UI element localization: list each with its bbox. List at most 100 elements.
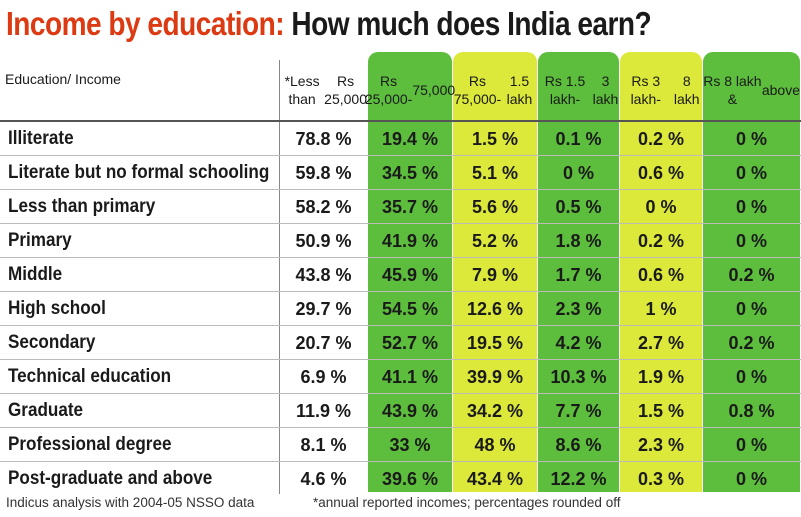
table-cell: 41.1 % — [381, 367, 439, 387]
column-header-line: Rs 3 lakh- — [630, 73, 661, 107]
table-row: High school 29.7 % 54.5 % 12.6 % 2.3 % 1 % 0 % — [0, 292, 801, 326]
table-cell: 7.9 % — [471, 265, 519, 285]
table-cell: 5.1 % — [471, 163, 519, 183]
row-label: Graduate — [8, 400, 84, 421]
table-cell: 19.4 % — [381, 129, 439, 149]
row-separator — [0, 359, 801, 360]
column-header-line: 3 lakh — [592, 73, 619, 107]
table-row: Secondary 20.7 % 52.7 % 19.5 % 4.2 % 2.7 % 0.2… — [0, 326, 801, 360]
column-header-line: 75,000 — [412, 82, 456, 98]
row-separator — [0, 291, 801, 292]
table-cell: 0 % — [735, 469, 768, 489]
table-cell: 0.5 % — [555, 197, 602, 217]
row-separator — [0, 325, 801, 326]
table-cell: 19.5 % — [466, 333, 524, 353]
table-cell: 2.7 % — [637, 333, 685, 353]
table-cell: 0 % — [735, 435, 768, 455]
column-bg-3 — [538, 52, 619, 492]
table-cell: 41.9 % — [381, 231, 439, 251]
table-cell: 39.6 % — [381, 469, 439, 489]
table-cell: 10.3 % — [550, 367, 607, 387]
row-label: High school — [8, 298, 106, 319]
column-header-line: 1.5 lakh — [506, 73, 533, 107]
table-cell: 4.2 % — [555, 333, 602, 353]
table-cell: 1.5 % — [637, 401, 685, 421]
column-header-4: Rs 3 lakh- 8 lakh — [620, 62, 702, 118]
title-accent-text: Income by education: — [6, 5, 285, 42]
table-cell: 29.7 % — [295, 299, 352, 319]
table-cell: 0.2 % — [637, 231, 685, 251]
row-separator — [0, 461, 801, 462]
column-bg-2 — [453, 52, 537, 492]
row-separator — [0, 427, 801, 428]
column-bg-1 — [368, 52, 452, 492]
table-cell: 0 % — [645, 197, 677, 217]
table-cell: 52.7 % — [381, 333, 439, 353]
table-cell: 54.5 % — [381, 299, 439, 319]
table-cell: 0 % — [735, 367, 768, 387]
table-cell: 12.2 % — [550, 469, 607, 489]
table-cell: 0.2 % — [637, 129, 685, 149]
table-cell: 48 % — [474, 435, 516, 455]
table-cell: 43.4 % — [466, 469, 524, 489]
table-cell: 43.9 % — [381, 401, 439, 421]
column-header-line: above — [761, 82, 800, 98]
table-cell: 1.7 % — [555, 265, 602, 285]
table-cell: 0 % — [735, 129, 768, 149]
table-cell: 50.9 % — [295, 231, 352, 251]
column-header-line: *Less than — [284, 73, 320, 107]
table-cell: 34.5 % — [381, 163, 439, 183]
table-cell: 12.6 % — [466, 299, 524, 319]
row-label: Less than primary — [8, 196, 156, 217]
table-cell: 20.7 % — [295, 333, 352, 353]
table-cell: 5.6 % — [471, 197, 519, 217]
table-cell: 4.6 % — [300, 469, 347, 489]
footnote: *annual reported incomes; percentages ro… — [313, 495, 621, 510]
table-cell: 0.2 % — [728, 333, 775, 353]
column-header-5: Rs 8 lakh & above — [703, 62, 800, 118]
table-cell: 39.9 % — [466, 367, 524, 387]
table-cell: 0.6 % — [637, 265, 685, 285]
table-row: Literate but no formal schooling 59.8 % 34… — [0, 156, 801, 190]
row-label: Illiterate — [8, 128, 74, 149]
table-cell: 1.9 % — [637, 367, 685, 387]
table-cell: 59.8 % — [295, 163, 352, 183]
row-label: Professional degree — [8, 434, 172, 455]
table-cell: 1.5 % — [471, 129, 519, 149]
column-header-line: Rs 8 lakh & — [703, 73, 762, 107]
table-cell: 7.7 % — [555, 401, 602, 421]
table-cell: 2.3 % — [555, 299, 602, 319]
column-header-line: Rs 25,000 — [324, 73, 367, 107]
column-header-line: Rs 1.5 lakh- — [544, 73, 586, 107]
row-separator — [0, 189, 801, 190]
column-header-line: 8 lakh — [673, 73, 700, 107]
table-cell: 1.8 % — [555, 231, 602, 251]
table-cell: 33 % — [389, 435, 431, 455]
table-cell: 0.8 % — [728, 401, 775, 421]
row-label: Technical education — [8, 366, 172, 387]
table-cell: 0.6 % — [637, 163, 685, 183]
column-header-0: *Less than Rs 25,000 — [280, 62, 367, 118]
table-cell: 58.2 % — [295, 197, 352, 217]
table-cell: 0 % — [735, 231, 768, 251]
column-bg-4 — [620, 52, 702, 492]
table-row: Middle 43.8 % 45.9 % 7.9 % 1.7 % 0.6 % 0.2 % — [0, 258, 801, 292]
table-cell: 0 % — [735, 163, 768, 183]
table-row: Less than primary 58.2 % 35.7 % 5.6 % 0.5 % 0… — [0, 190, 801, 224]
chart-title: Income by education: How much does India… — [6, 2, 652, 46]
row-label: Secondary — [8, 332, 96, 353]
column-bg-5 — [703, 52, 800, 492]
table-cell: 6.9 % — [300, 367, 347, 387]
table-cell: 5.2 % — [471, 231, 519, 251]
row-separator — [0, 257, 801, 258]
row-label: Primary — [8, 230, 72, 251]
table-row: Post-graduate and above 4.6 % 39.6 % 43.4 %… — [0, 462, 801, 496]
column-header-3: Rs 1.5 lakh- 3 lakh — [538, 62, 619, 118]
table-cell: 43.8 % — [295, 265, 352, 285]
row-separator — [0, 223, 801, 224]
table-cell: 34.2 % — [466, 401, 524, 421]
column-header-line: Rs 25,000- — [364, 73, 413, 107]
table-cell: 0 % — [735, 299, 768, 319]
title-main-text: How much does India earn? — [284, 5, 652, 42]
header-rule — [0, 120, 801, 122]
